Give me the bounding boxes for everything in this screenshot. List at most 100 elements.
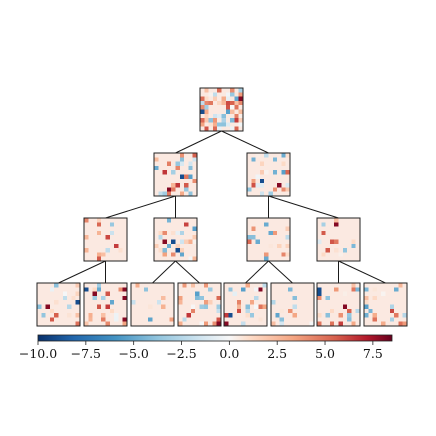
heatmap-cell [221,113,226,119]
heatmap-cell [67,313,72,318]
heatmap-cell [199,304,204,309]
heatmap-node [83,282,128,327]
heatmap-cell [156,300,162,305]
heatmap-frame [153,152,198,197]
heatmap-cell [166,187,172,192]
heatmap-cell [285,243,290,249]
heatmap-cell [96,287,102,292]
heatmap-cell [264,252,269,257]
colorbar-tick-label: 0.0 [219,346,239,361]
heatmap-cell [54,283,59,288]
heatmap-cell [179,161,185,166]
heatmap-cell [254,295,259,301]
heatmap-cell [203,300,209,305]
heatmap-cell [96,230,102,236]
heatmap-cell [372,287,377,292]
tree-edge [221,130,269,154]
heatmap-cell [192,235,197,240]
heatmap-cell [49,287,55,292]
heatmap-cell [355,308,360,314]
heatmap-cell [394,287,399,292]
heatmap-cell [292,313,297,318]
heatmap-cell [88,317,93,322]
heatmap-cell [272,170,278,175]
heatmap-cell [329,239,335,244]
colorbar-tick-label: −5.0 [118,346,148,361]
tree-edge [58,260,106,284]
heatmap-cell [109,230,115,236]
heatmap-cell [221,96,226,101]
heatmap-cell [230,126,235,131]
heatmap-cell [101,317,106,322]
heatmap-cell [200,109,205,114]
heatmap-node [130,282,175,327]
heatmap-cell [195,291,200,296]
heatmap-cell [281,161,286,166]
heatmap-cell [272,230,278,236]
heatmap-cell [288,287,293,292]
heatmap-cell [208,100,213,106]
heatmap-cell [118,287,123,292]
heatmap-cell [216,308,221,314]
heatmap-cell [148,304,153,309]
heatmap-cell [264,222,269,227]
heatmap-cell [234,100,239,106]
heatmap-cell [285,170,290,175]
heatmap-cell [317,313,322,318]
heatmap-cell [217,113,222,119]
heatmap-cell [158,248,163,253]
heatmap-cell [247,235,252,240]
heatmap-cell [192,157,197,162]
heatmap-cell [188,239,193,244]
heatmap-cell [364,300,369,305]
heatmap-cell [200,100,205,106]
heatmap-cell [179,248,185,253]
heatmap-cell [264,256,269,261]
heatmap-cell [264,170,269,175]
heatmap-frame [83,282,128,327]
heatmap-cell [247,187,252,192]
heatmap-cell [208,287,213,292]
heatmap-cell [135,283,140,288]
heatmap-frame [36,282,81,327]
heatmap-cell [264,153,269,158]
heatmap-cell [285,252,290,257]
heatmap-cell [245,304,250,309]
heatmap-cell [184,174,189,179]
heatmap-cell [184,222,189,227]
heatmap-cell [234,118,239,123]
heatmap-cell [279,321,284,326]
heatmap-cell [212,113,218,119]
heatmap-cell [199,295,204,301]
heatmap-frame [316,282,361,327]
heatmap-cell [281,252,286,257]
heatmap-cell [162,191,167,196]
heatmap-cell [259,183,265,188]
heatmap-cell [178,321,183,326]
heatmap-cell [161,304,166,309]
heatmap-cell [342,291,348,296]
heatmap-cell [238,122,243,127]
heatmap-cell [75,283,80,288]
heatmap-cell [199,321,204,326]
heatmap-frame [177,282,222,327]
tree-edge [175,130,222,154]
heatmap-cell [195,295,200,301]
heatmap-cell [251,157,256,162]
colorbar: −10.0 −7.5 −5.0 −2.5 0.0 2.5 5.0 7.5 [19,334,393,361]
heatmap-cell [221,118,226,123]
heatmap-cell [179,230,185,236]
heatmap-cell [236,300,242,305]
heatmap-cell [334,222,339,227]
heatmap-cell [118,248,123,253]
heatmap-frame [130,282,175,327]
heatmap-cell [171,187,176,192]
heatmap-cell [200,96,205,101]
heatmap-cell [41,313,46,318]
heatmap-cell [175,243,180,249]
heatmap-cell [192,239,197,244]
heatmap-cell [49,317,55,322]
heatmap-cell [184,239,189,244]
heatmap-cell [334,287,339,292]
heatmap-node [363,282,408,327]
